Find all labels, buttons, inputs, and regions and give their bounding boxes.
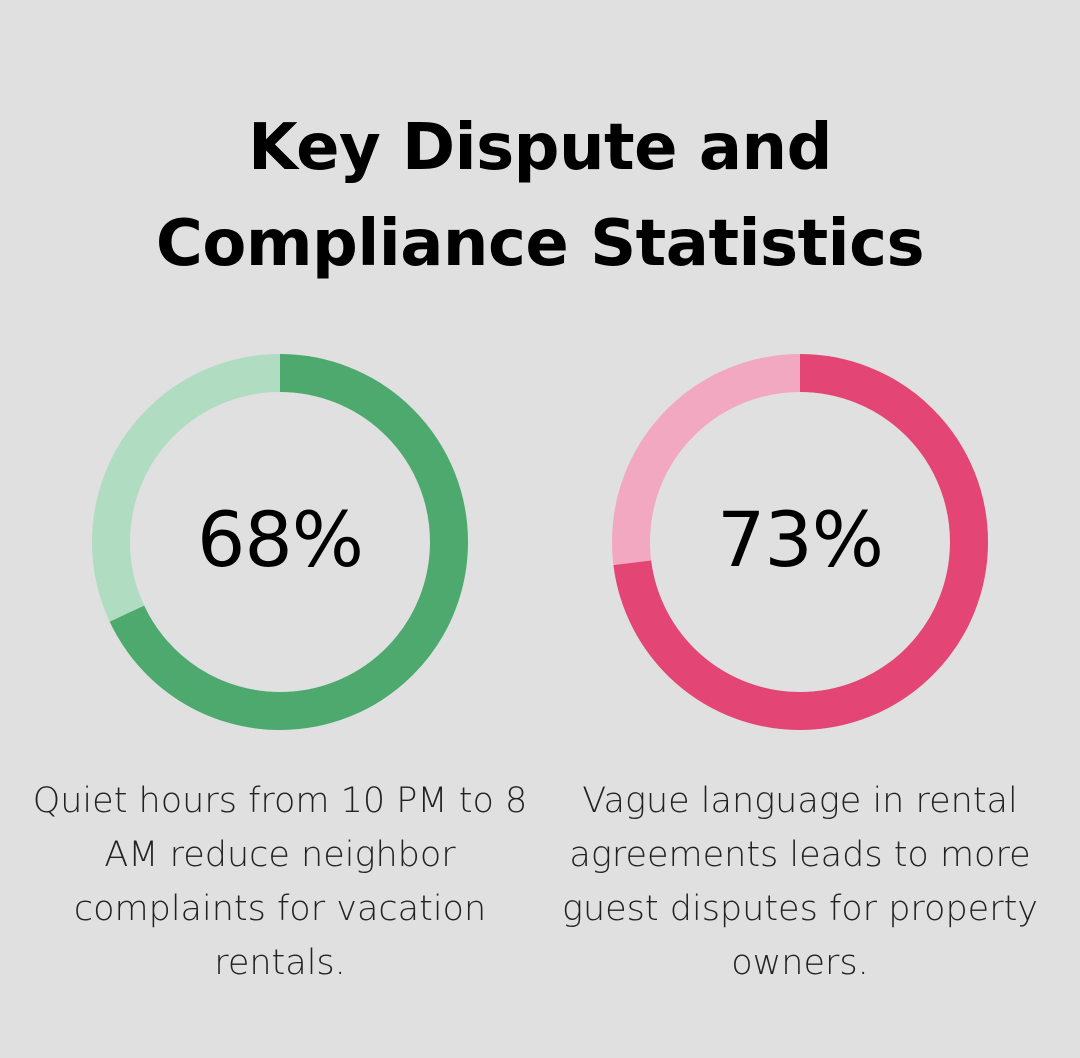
donut-chart: 68% (90, 352, 470, 732)
donut-chart: 73% (610, 352, 990, 732)
donut-value-arc (92, 354, 468, 730)
donut-svg (92, 354, 468, 730)
page-title: Key Dispute and Compliance Statistics (0, 100, 1080, 292)
title-line-2: Compliance Statistics (155, 207, 925, 281)
stat-caption: Vague language in rental agreements lead… (561, 781, 1039, 983)
donut-value-label: 68% (197, 495, 364, 584)
title-line-1: Key Dispute and (248, 111, 832, 185)
donut-value-arc (612, 354, 988, 730)
stat-caption: Quiet hours from 10 PM to 8 AM reduce ne… (32, 781, 528, 983)
donut-value-label: 73% (717, 495, 884, 584)
donut-svg (612, 354, 988, 730)
